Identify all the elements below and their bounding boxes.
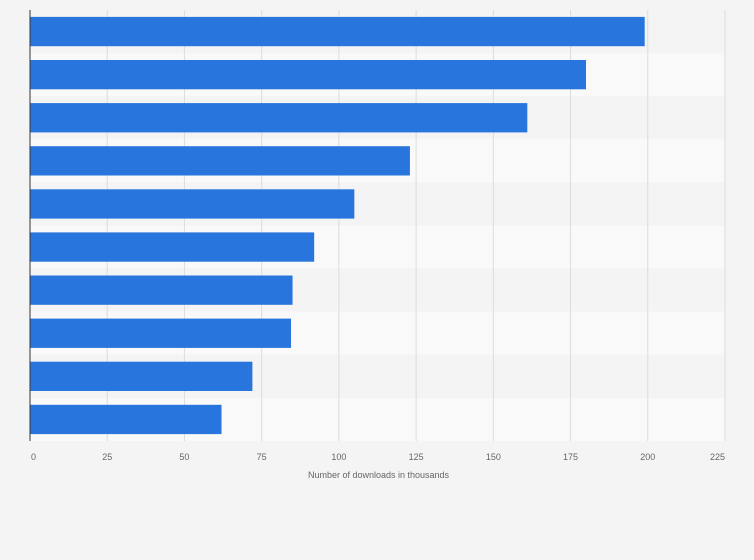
- bar: [30, 232, 315, 262]
- x-tick-label: 175: [563, 452, 578, 462]
- x-tick-label: 150: [486, 452, 501, 462]
- bar: [30, 361, 253, 392]
- x-tick-label: 225: [710, 452, 725, 462]
- bars: [30, 16, 645, 435]
- x-tick-label: 0: [31, 452, 36, 462]
- bar: [30, 146, 410, 176]
- x-tick-label: 200: [640, 452, 655, 462]
- x-axis-title: Number of downloads in thousands: [308, 470, 450, 480]
- bar: [30, 103, 528, 133]
- x-tick-label: 50: [179, 452, 189, 462]
- x-tick-labels: 0 25 50 75 100 125 150 175 200 225: [31, 452, 725, 462]
- x-tick-label: 25: [102, 452, 112, 462]
- bar: [30, 189, 355, 219]
- x-tick-label: 100: [331, 452, 346, 462]
- x-tick-label: 125: [409, 452, 424, 462]
- bar: [30, 404, 222, 435]
- bar: [30, 275, 293, 305]
- x-tick-label: 75: [257, 452, 267, 462]
- bar: [30, 16, 645, 47]
- bar: [30, 59, 586, 90]
- bar: [30, 318, 292, 348]
